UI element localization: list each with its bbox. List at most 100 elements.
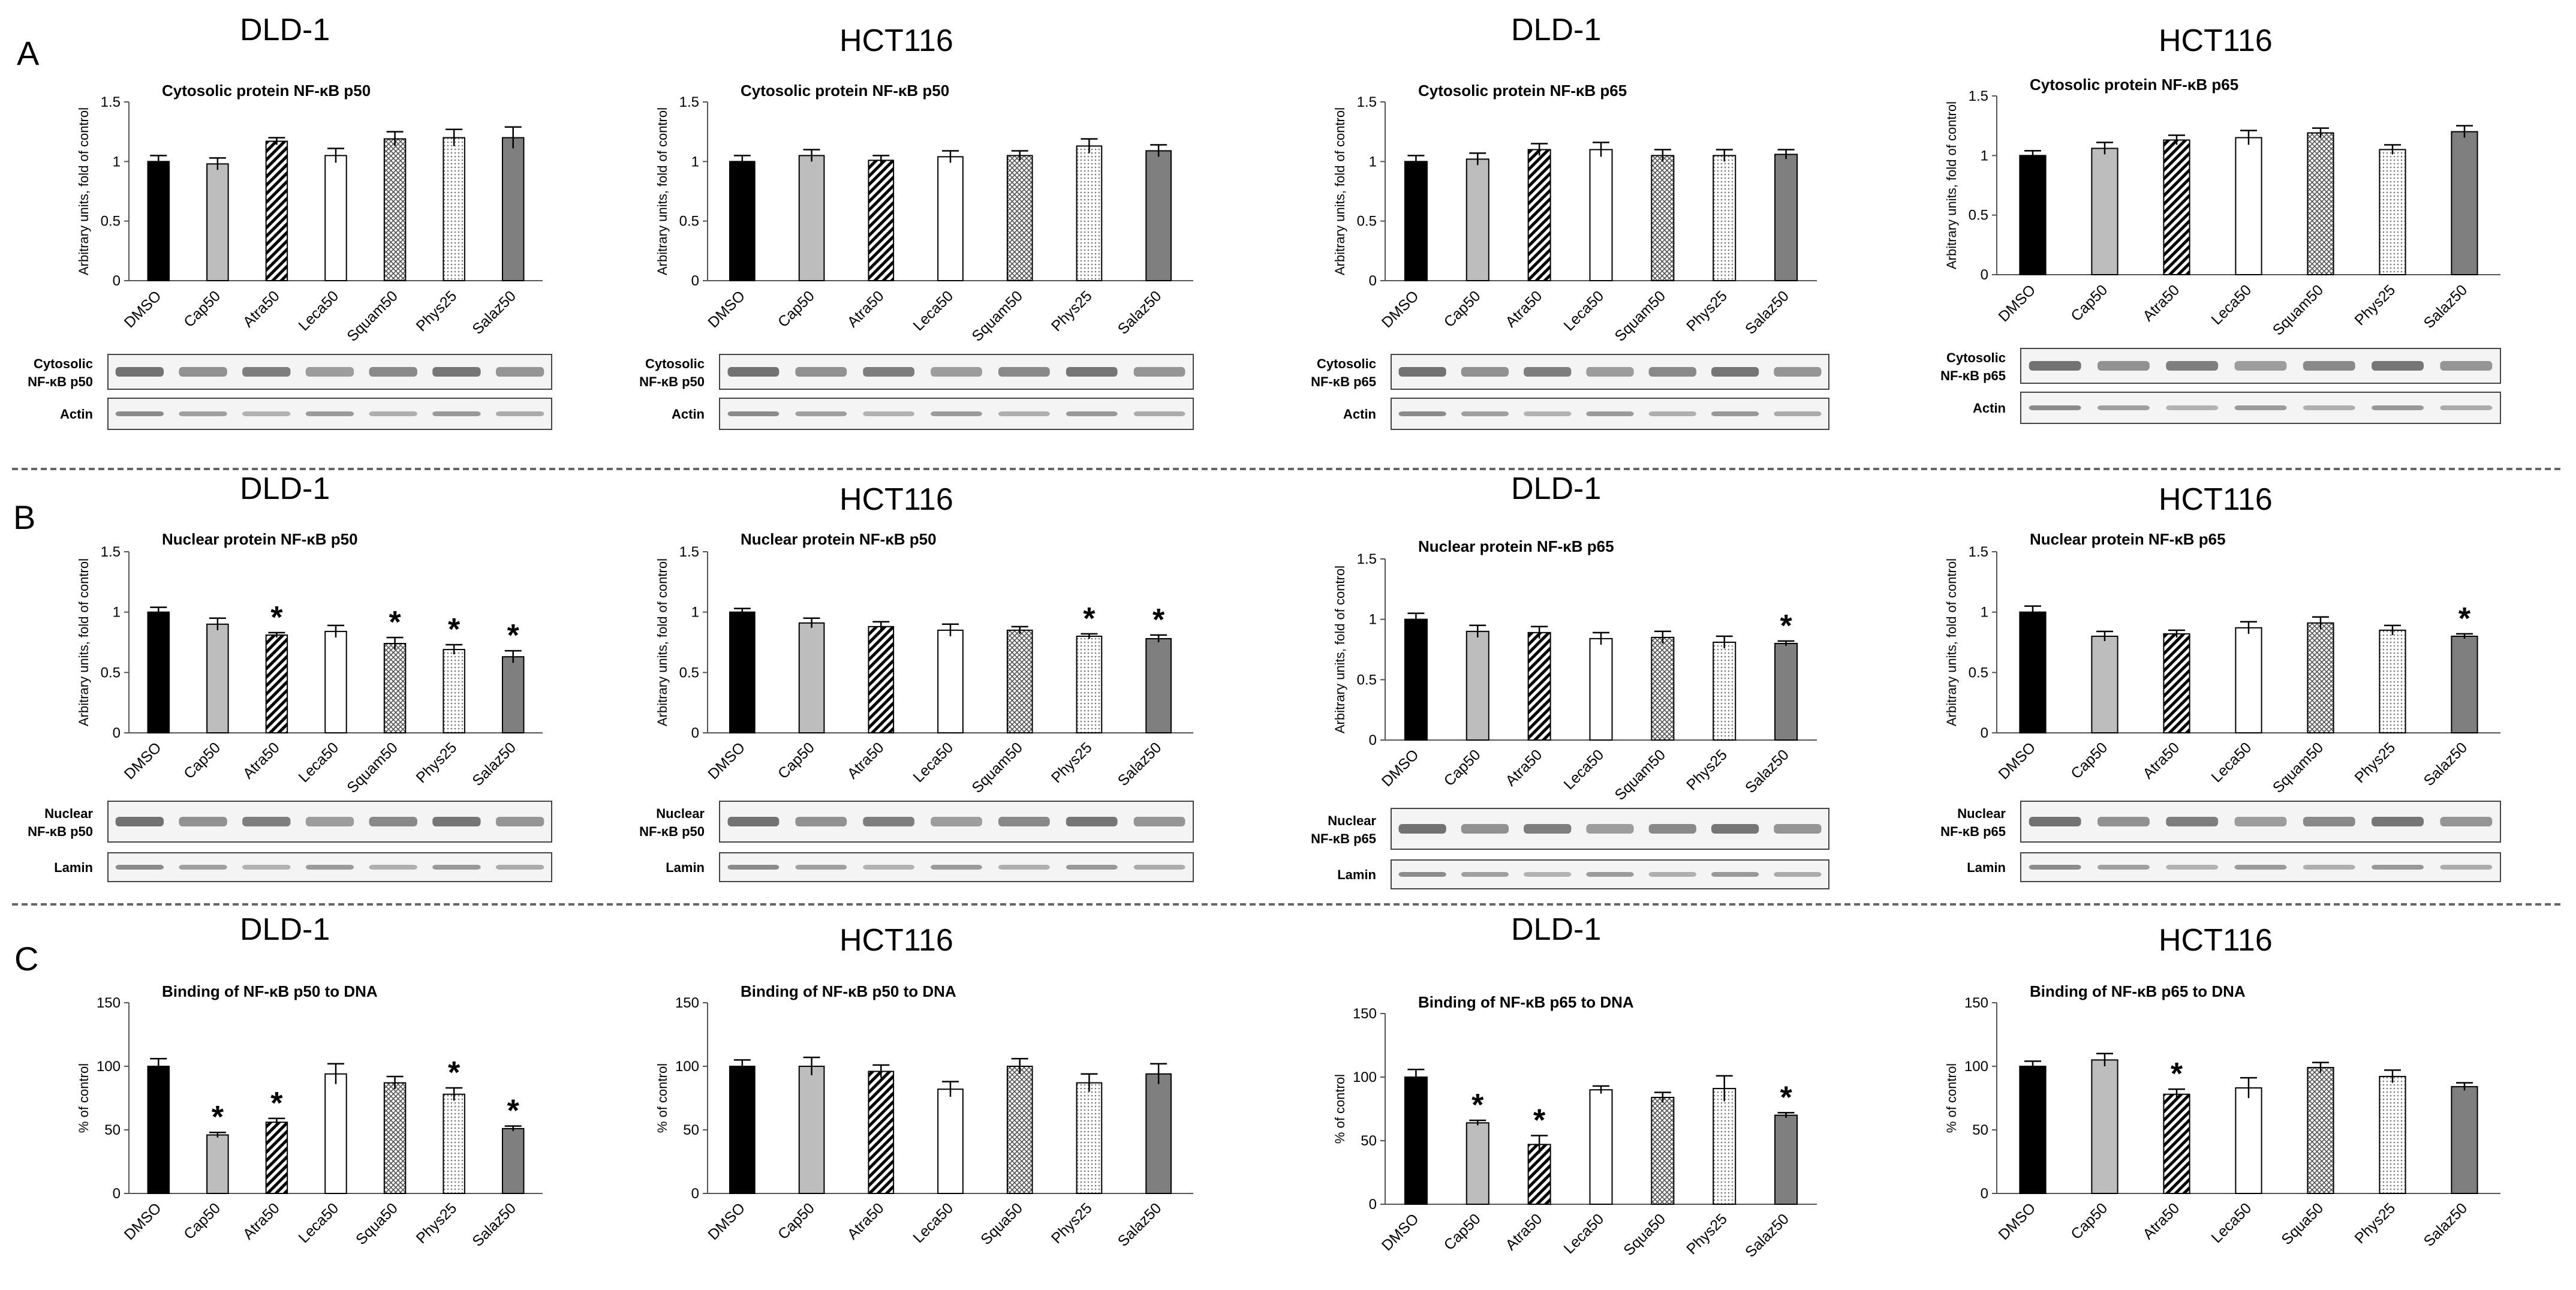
- cell-line-title: DLD-1: [240, 912, 330, 947]
- bar-Atra50: [1527, 632, 1551, 741]
- blot-band: [305, 367, 354, 377]
- bar-Cap50: [1465, 1122, 1489, 1205]
- blot-label: Lamin: [54, 860, 93, 875]
- blot-label: Cytosolic: [34, 356, 93, 371]
- category-label: Atra50: [1502, 1210, 1545, 1253]
- bar-DMSO: [729, 611, 756, 734]
- blot-label: Lamin: [1967, 860, 2006, 875]
- blot-band: [2372, 865, 2424, 870]
- blot-band: [2029, 405, 2081, 410]
- blot-band: [1774, 367, 1822, 377]
- category-label: DMSO: [121, 287, 165, 331]
- y-axis-label: Arbitrary units, fold of control: [655, 107, 670, 275]
- chart-C3: DLD-1 Binding of NF-κB p65 to DNA 0 50 100 15…: [1332, 912, 1817, 1261]
- blot-band: [1711, 824, 1759, 834]
- bar-Squam50: [1651, 636, 1675, 741]
- blot-band: [2440, 817, 2493, 826]
- category-label: Atra50: [2139, 1199, 2183, 1243]
- y-tick-label: 150: [1353, 1006, 1377, 1022]
- bar-Phys25: [1076, 635, 1103, 734]
- category-label: DMSO: [705, 1199, 748, 1243]
- bar-Squa50: [1006, 1066, 1033, 1194]
- category-label: Squam50: [2270, 281, 2327, 338]
- blot-band: [115, 865, 164, 870]
- bar-Cap50: [2091, 635, 2118, 734]
- blot-band: [931, 411, 982, 416]
- y-tick-label: 1.5: [101, 94, 121, 110]
- blot-band: [2234, 361, 2287, 371]
- bar-Salaz50: [2451, 1085, 2478, 1195]
- blot-label: NF-κB p65: [1940, 368, 2006, 383]
- bar-Phys25: [443, 137, 465, 281]
- blot-label: NF-κB p65: [1311, 374, 1376, 389]
- category-label: Atra50: [2139, 281, 2183, 324]
- blot-band: [495, 411, 544, 416]
- blot-band: [2097, 361, 2150, 371]
- category-label: Phys25: [1683, 287, 1731, 335]
- category-label: Squam50: [344, 739, 401, 796]
- blot-band: [2029, 817, 2081, 826]
- bar-Cap50: [1465, 158, 1489, 281]
- blot-label: NF-κB p50: [639, 374, 705, 389]
- y-tick-label: 150: [97, 995, 121, 1011]
- blot-band: [2372, 361, 2424, 371]
- y-tick-label: 0.5: [1357, 672, 1377, 688]
- cell-line-title: HCT116: [839, 23, 953, 58]
- chart-title: Nuclear protein NF-κB p65: [2030, 530, 2226, 548]
- y-tick-label: 0: [1981, 725, 1988, 741]
- blot-band: [2097, 405, 2150, 410]
- cell-line-title: DLD-1: [1511, 912, 1601, 947]
- bar-Atra50: [868, 1071, 895, 1194]
- y-tick-label: 50: [1361, 1133, 1377, 1149]
- blot-label: Cytosolic: [1317, 356, 1376, 371]
- blot-band: [863, 411, 915, 416]
- bar-DMSO: [147, 161, 170, 282]
- blot-band: [432, 817, 481, 826]
- y-tick-label: 100: [1353, 1069, 1377, 1085]
- category-label: Squam50: [344, 287, 401, 344]
- category-label: Cap50: [2068, 281, 2111, 324]
- blot-band: [495, 865, 544, 870]
- blot-band: [1461, 824, 1509, 834]
- blot-band: [2166, 865, 2219, 870]
- bar-Cap50: [798, 622, 825, 733]
- y-tick-label: 1.5: [1357, 94, 1377, 110]
- charts-layer: DLD-1 Cytosolic protein NF-κB p50 0 0.5 1 1.5…: [28, 13, 2501, 1261]
- category-label: Phys25: [413, 739, 461, 786]
- y-tick-label: 0: [1981, 267, 1988, 283]
- category-label: Squa50: [1620, 1210, 1669, 1259]
- bar-DMSO: [1404, 618, 1428, 741]
- blot-band: [1524, 367, 1572, 377]
- blot-band: [863, 865, 915, 870]
- bar-Salaz50: [1774, 1114, 1798, 1205]
- category-label: Salaz50: [469, 1199, 519, 1250]
- blot-band: [1066, 411, 1118, 416]
- blot-band: [998, 367, 1050, 377]
- blot-strip: Actin: [1343, 398, 1829, 430]
- blot-band: [369, 865, 417, 870]
- category-label: Cap50: [1441, 1210, 1484, 1253]
- bar-Phys25: [443, 649, 465, 733]
- blot-band: [863, 817, 915, 826]
- y-tick-label: 0: [1369, 273, 1377, 289]
- blot-band: [2097, 865, 2150, 870]
- category-label: Phys25: [1048, 1199, 1096, 1247]
- cell-line-title: DLD-1: [240, 471, 330, 506]
- significance-star: *: [507, 618, 520, 653]
- blot-band: [1133, 865, 1185, 870]
- category-label: Salaz50: [2421, 281, 2471, 332]
- blot-band: [2440, 865, 2493, 870]
- blot-band: [1461, 872, 1509, 877]
- significance-star: *: [212, 1100, 224, 1135]
- y-axis-label: Arbitrary units, fold of control: [1332, 566, 1347, 733]
- blot-label: NF-κB p50: [28, 374, 93, 389]
- category-label: DMSO: [121, 739, 165, 783]
- bar-Atra50: [2163, 633, 2190, 733]
- category-label: DMSO: [1995, 739, 2039, 783]
- blot-band: [2097, 817, 2150, 826]
- blot-band: [2029, 865, 2081, 870]
- cell-line-title: DLD-1: [1511, 471, 1601, 506]
- blot-band: [242, 865, 291, 870]
- y-tick-label: 1.5: [1357, 551, 1377, 567]
- blot-band: [795, 817, 847, 826]
